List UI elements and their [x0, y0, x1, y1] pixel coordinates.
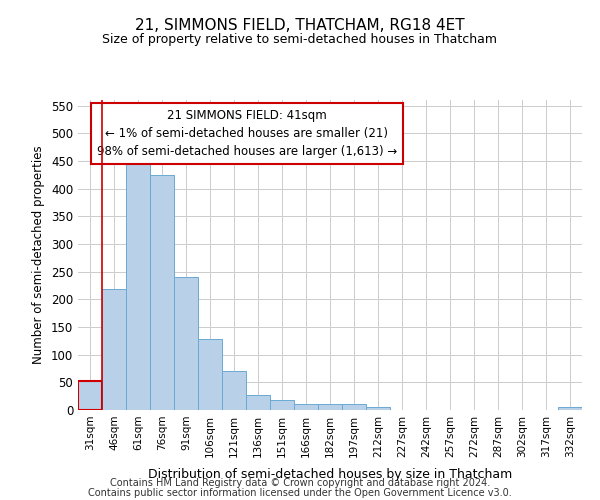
Bar	[102, 290, 126, 410]
Text: Size of property relative to semi-detached houses in Thatcham: Size of property relative to semi-detach…	[103, 32, 497, 46]
Bar	[246, 394, 270, 410]
Bar	[78, 381, 102, 410]
X-axis label: Distribution of semi-detached houses by size in Thatcham: Distribution of semi-detached houses by …	[148, 468, 512, 481]
Bar	[150, 174, 174, 410]
Bar	[198, 339, 222, 410]
Bar	[318, 404, 342, 410]
Text: Contains HM Land Registry data © Crown copyright and database right 2024.: Contains HM Land Registry data © Crown c…	[110, 478, 490, 488]
Y-axis label: Number of semi-detached properties: Number of semi-detached properties	[32, 146, 46, 364]
Bar	[126, 156, 150, 410]
Text: 21 SIMMONS FIELD: 41sqm
← 1% of semi-detached houses are smaller (21)
98% of sem: 21 SIMMONS FIELD: 41sqm ← 1% of semi-det…	[97, 110, 397, 158]
Bar	[342, 404, 366, 410]
Text: Contains public sector information licensed under the Open Government Licence v3: Contains public sector information licen…	[88, 488, 512, 498]
Text: 21, SIMMONS FIELD, THATCHAM, RG18 4ET: 21, SIMMONS FIELD, THATCHAM, RG18 4ET	[135, 18, 465, 32]
Bar	[270, 400, 294, 410]
Bar	[366, 407, 390, 410]
Bar	[294, 404, 318, 410]
Bar	[558, 407, 582, 410]
Bar	[222, 371, 246, 410]
Bar	[174, 277, 198, 410]
